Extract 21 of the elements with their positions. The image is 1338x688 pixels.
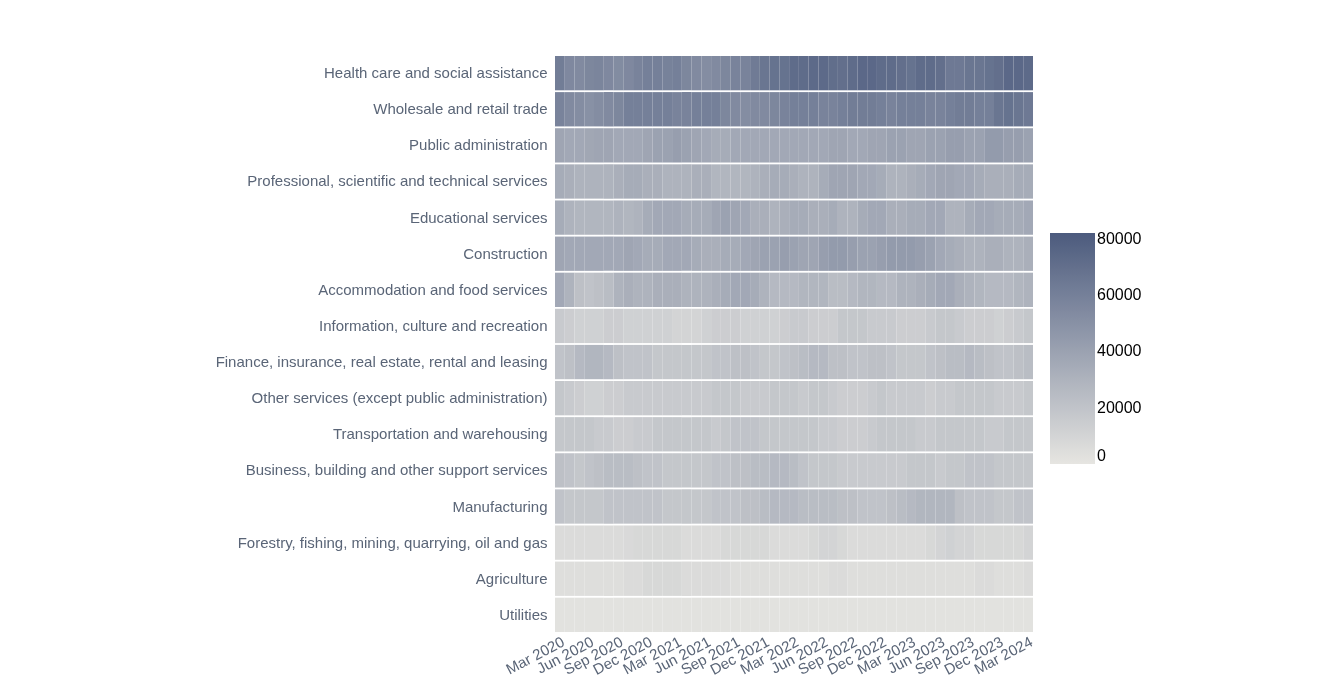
color-bar-label: 80000 (1097, 229, 1142, 247)
y-tick-label: Information, culture and recreation (319, 316, 548, 334)
y-tick-label: Health care and social assistance (324, 64, 548, 82)
y-tick-label: Finance, insurance, real estate, rental and leasing (215, 353, 548, 371)
y-tick-label: Other services (except public administration) (251, 389, 548, 407)
y-tick-label: Forestry, fishing, mining, quarrying, oil and gas (237, 533, 548, 551)
y-tick-label: Business, building and other support services (245, 461, 548, 479)
y-tick-label: Transportation and warehousing (332, 425, 548, 443)
y-tick-label: Professional, scientific and technical services (247, 172, 548, 190)
y-tick-label: Educational services (409, 208, 548, 226)
color-bar-label: 60000 (1097, 285, 1142, 303)
y-tick-label: Agriculture (475, 569, 548, 587)
y-tick-label: Public administration (409, 136, 548, 154)
y-tick-label: Construction (463, 244, 548, 262)
color-bar-label: 20000 (1097, 398, 1142, 416)
y-tick-label: Wholesale and retail trade (373, 100, 548, 118)
color-bar-label: 0 (1097, 447, 1106, 464)
y-tick-label: Utilities (499, 605, 548, 623)
y-tick-label: Accommodation and food services (318, 280, 548, 298)
color-bar-label: 40000 (1097, 342, 1142, 360)
y-tick-label: Manufacturing (452, 497, 548, 515)
